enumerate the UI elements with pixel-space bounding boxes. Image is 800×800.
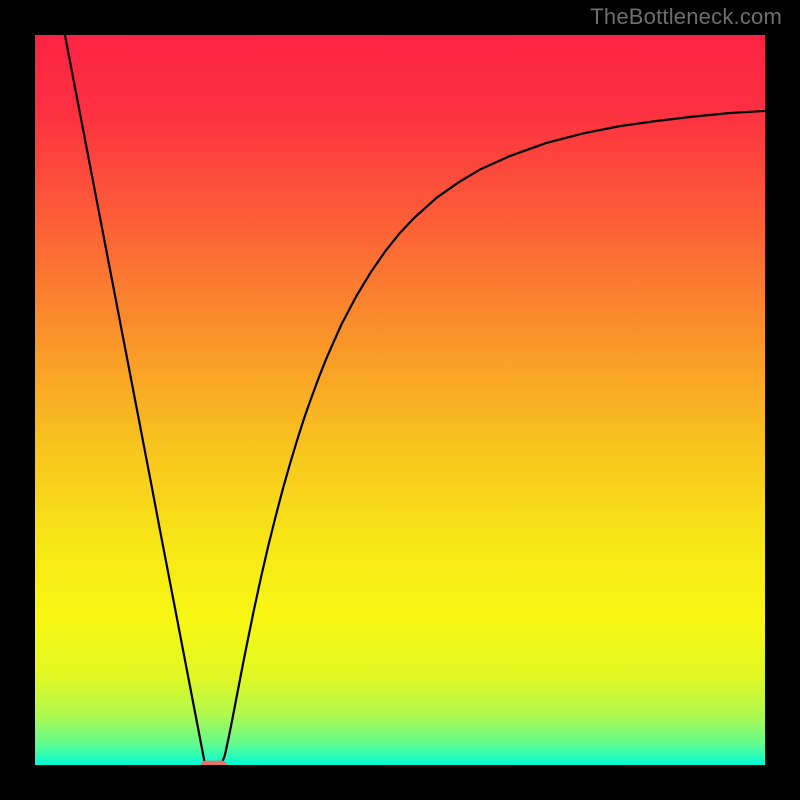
watermark-text: TheBottleneck.com: [590, 4, 782, 30]
minimum-marker: [201, 761, 227, 765]
plot-area: [35, 35, 765, 765]
curve-svg: [35, 35, 765, 765]
bottleneck-curve: [65, 35, 765, 765]
chart-container: TheBottleneck.com: [0, 0, 800, 800]
